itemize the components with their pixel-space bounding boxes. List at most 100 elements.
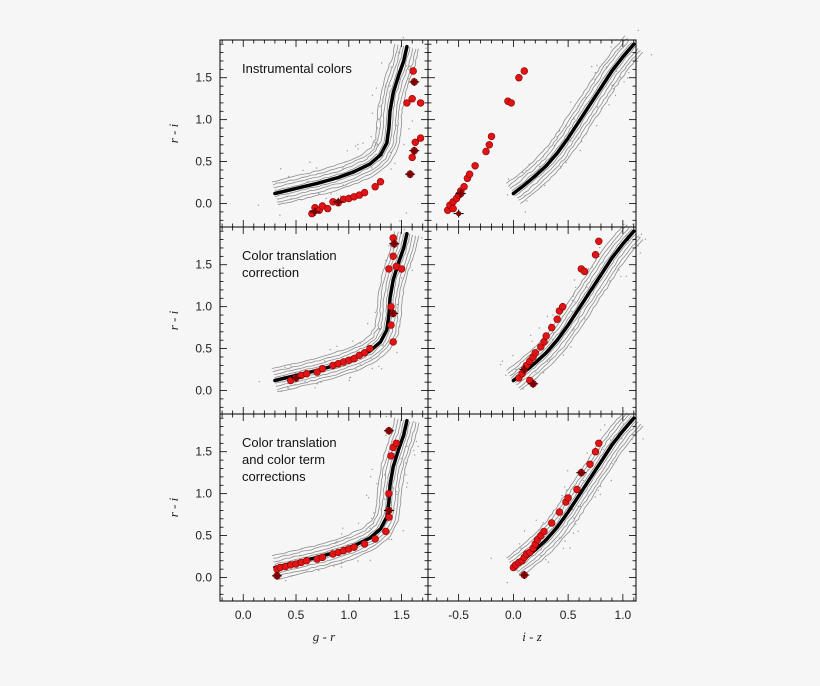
field-dot xyxy=(565,125,567,127)
field-dot xyxy=(370,136,372,138)
error-point xyxy=(530,381,536,387)
contour-line xyxy=(274,45,402,189)
error-bar xyxy=(272,571,283,580)
field-dot xyxy=(569,547,571,549)
y-axis-label: r - i xyxy=(166,497,181,517)
y-tick-label: 0.0 xyxy=(195,384,212,398)
field-dot xyxy=(340,561,343,563)
field-dot xyxy=(567,470,569,472)
star-point xyxy=(591,448,600,456)
star-points xyxy=(509,439,603,580)
field-dot xyxy=(571,299,574,302)
field-dot xyxy=(620,275,622,278)
field-dot xyxy=(389,151,392,153)
error-point xyxy=(391,241,397,247)
error-bar xyxy=(383,426,394,435)
field-dot xyxy=(376,127,379,129)
star-point xyxy=(389,234,397,242)
field-dot xyxy=(374,311,376,314)
contour-line xyxy=(271,43,396,183)
y-tick-label: 0.5 xyxy=(195,155,212,169)
field-dot xyxy=(600,429,602,431)
contour-line xyxy=(277,235,419,392)
field-dot xyxy=(409,65,411,68)
field-dot xyxy=(408,128,410,130)
star-point xyxy=(318,553,327,562)
field-dot xyxy=(378,365,380,368)
field-dot xyxy=(415,440,418,443)
error-point xyxy=(458,190,464,197)
field-dot xyxy=(597,489,599,492)
field-dot xyxy=(403,229,406,231)
y-tick-label: 1.0 xyxy=(195,300,212,314)
x-tick-label: 0.5 xyxy=(288,608,305,622)
field-dot xyxy=(639,252,641,254)
star-point xyxy=(547,519,556,527)
field-dot xyxy=(614,94,617,97)
field-dot xyxy=(411,269,414,272)
field-dot xyxy=(584,318,586,320)
field-dot xyxy=(329,562,331,564)
field-dot xyxy=(402,530,404,532)
field-dot xyxy=(425,47,427,49)
x-tick-label: 0.0 xyxy=(505,608,522,622)
field-dot xyxy=(535,378,537,380)
y-tick-label: 0.0 xyxy=(195,571,212,585)
stellar-locus-line xyxy=(273,44,409,196)
field-dot xyxy=(620,76,622,78)
star-point xyxy=(411,138,419,147)
field-dot xyxy=(417,445,419,448)
field-dot xyxy=(334,541,337,544)
field-dot xyxy=(378,118,380,120)
field-dot xyxy=(375,87,378,89)
field-dot xyxy=(595,258,597,260)
star-point xyxy=(595,237,603,246)
field-dot xyxy=(352,340,354,342)
field-dot xyxy=(385,86,387,88)
star-point xyxy=(408,94,416,103)
contour-lines xyxy=(506,223,644,391)
field-dot xyxy=(318,192,320,195)
error-bar xyxy=(291,373,302,382)
field-dot xyxy=(582,479,585,482)
field-dot xyxy=(546,360,549,362)
error-point xyxy=(274,573,280,579)
field-dot xyxy=(380,509,382,511)
field-dot xyxy=(556,136,558,138)
field-dot xyxy=(559,166,562,168)
star-point xyxy=(360,540,369,548)
y-tick-label: 1.0 xyxy=(195,487,212,501)
field-dot xyxy=(342,527,344,529)
error-point xyxy=(407,171,413,177)
star-points xyxy=(287,234,406,385)
field-dot xyxy=(280,168,282,170)
panel-term-iz: -0.5 0.0 0.5 1.0 i - z xyxy=(427,410,644,644)
field-dot xyxy=(571,310,573,313)
field-dot xyxy=(340,533,343,535)
contour-line xyxy=(277,48,419,206)
field-dot xyxy=(421,237,423,239)
field-dot xyxy=(551,358,553,360)
field-dot xyxy=(371,167,373,169)
field-dot xyxy=(601,107,603,110)
field-dot xyxy=(285,580,287,582)
field-dot xyxy=(613,84,615,87)
star-point xyxy=(542,332,550,340)
panel-annotation: correction xyxy=(242,265,299,280)
field-dot xyxy=(300,199,302,201)
contour-line xyxy=(274,45,404,191)
field-dot xyxy=(373,512,375,514)
star-point xyxy=(487,132,496,141)
error-point xyxy=(390,310,396,316)
contour-line xyxy=(272,44,399,186)
star-point xyxy=(416,134,425,142)
star-point xyxy=(573,485,581,494)
field-dot xyxy=(406,65,408,67)
field-dot xyxy=(525,170,527,172)
contour-line xyxy=(273,418,399,559)
field-dot xyxy=(357,143,359,146)
field-dot xyxy=(636,60,638,62)
field-dot xyxy=(558,130,561,132)
field-dot xyxy=(611,84,613,86)
